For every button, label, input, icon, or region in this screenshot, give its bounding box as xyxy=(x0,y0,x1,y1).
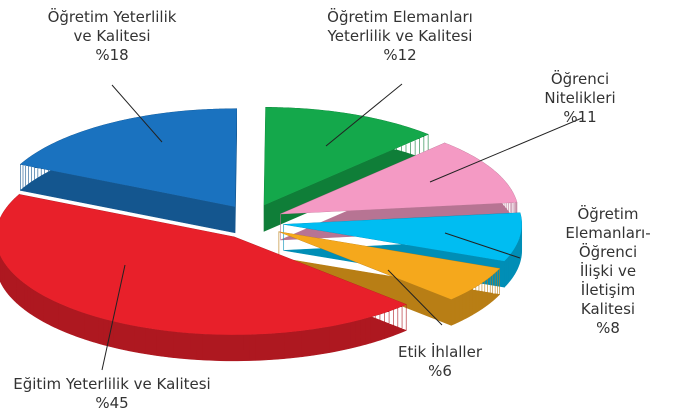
slice-top xyxy=(20,108,237,207)
slice-top xyxy=(278,231,500,300)
category-label: Öğretim Yeterlilik ve Kalitesi xyxy=(47,8,177,45)
slice-label: Öğretim Elemanları Yeterlilik ve Kalites… xyxy=(327,8,473,65)
slice-top xyxy=(263,107,429,206)
category-label: Öğretim Elemanları Yeterlilik ve Kalites… xyxy=(327,8,473,45)
category-label: Eğitim Yeterlilik ve Kalitesi xyxy=(13,375,211,393)
value-label: %12 xyxy=(383,46,417,64)
category-label: Öğretim Elemanları-Öğrenci İlişki ve İle… xyxy=(565,205,651,318)
value-label: %18 xyxy=(95,46,129,64)
slice-label: Etik İhlaller %6 xyxy=(398,343,482,381)
slice-top xyxy=(280,142,517,214)
pie-slice xyxy=(263,107,429,232)
pie-slice xyxy=(278,231,500,326)
value-label: %45 xyxy=(95,394,129,412)
slice-label: Eğitim Yeterlilik ve Kalitesi %45 xyxy=(13,375,210,413)
pie-slice xyxy=(0,193,407,362)
leader-line xyxy=(325,83,403,147)
leader-line xyxy=(111,84,163,143)
slice-side xyxy=(278,231,500,326)
slice-label: Öğretim Yeterlilik ve Kalitesi %18 xyxy=(48,8,177,65)
slice-top xyxy=(0,194,407,335)
value-label: %6 xyxy=(428,362,452,380)
leader-line xyxy=(387,269,443,326)
value-label: %8 xyxy=(596,319,620,337)
leader-line xyxy=(101,264,126,371)
category-label: Etik İhlaller xyxy=(397,343,483,361)
leader-line xyxy=(444,232,521,259)
leader-line xyxy=(429,117,583,183)
slice-top xyxy=(283,212,522,262)
pie-slice xyxy=(20,108,238,234)
slice-label: Öğretim Elemanları-Öğrenci İlişki ve İle… xyxy=(565,205,651,338)
category-label: Öğrenci Nitelikleri xyxy=(544,70,616,107)
value-label: %11 xyxy=(563,108,597,126)
slice-label: Öğrenci Nitelikleri %11 xyxy=(528,70,633,127)
